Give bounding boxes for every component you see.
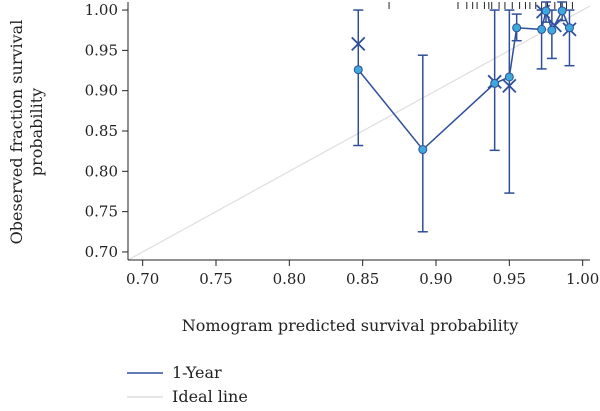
legend-label-1-year: 1-Year bbox=[172, 363, 222, 382]
data-point-6 bbox=[541, 6, 551, 16]
series-layer bbox=[351, 1, 577, 233]
x-tick-label-1: 0.75 bbox=[199, 270, 232, 288]
y-axis-title-line-2: probability bbox=[27, 88, 46, 176]
corrected-marker-stroke-b-0 bbox=[351, 36, 366, 52]
data-point-5 bbox=[537, 24, 547, 34]
corrected-marker-0 bbox=[351, 36, 366, 52]
data-point-4 bbox=[512, 23, 522, 33]
x-tick-label-0: 0.70 bbox=[126, 270, 159, 288]
x-tick-label-4: 0.90 bbox=[419, 270, 452, 288]
y-axis-title: Obeserved fraction survival probability bbox=[7, 20, 46, 245]
x-tick-label-2: 0.80 bbox=[273, 270, 306, 288]
corrected-marker-1 bbox=[502, 78, 517, 93]
corrected-marker-stroke-b-1 bbox=[502, 78, 517, 93]
y-tick-label-5: 0.95 bbox=[85, 41, 118, 59]
y-axis-title-line-1: Obeserved fraction survival bbox=[7, 20, 26, 245]
series-line-1-year bbox=[357, 7, 571, 151]
y-tick-label-6: 1.00 bbox=[85, 1, 118, 19]
data-point-7 bbox=[547, 25, 557, 35]
y-tick-label-2: 0.80 bbox=[85, 162, 118, 180]
y-tick-label-4: 0.90 bbox=[85, 82, 118, 100]
x-tick-label-3: 0.85 bbox=[346, 270, 379, 288]
x-axis-title: Nomogram predicted survival probability bbox=[182, 316, 519, 335]
y-tick-label-3: 0.85 bbox=[85, 122, 118, 140]
x-ticks: 0.70 0.75 0.80 0.85 0.90 0.95 1.00 bbox=[126, 260, 599, 288]
legend-label-ideal-line: Ideal line bbox=[172, 387, 248, 406]
data-point-0 bbox=[353, 65, 363, 75]
data-point-9 bbox=[564, 23, 574, 33]
data-point-1 bbox=[418, 145, 428, 155]
y-ticks: 0.70 0.75 0.80 0.85 0.90 0.95 1.00 bbox=[85, 1, 128, 261]
y-tick-label-0: 0.70 bbox=[85, 243, 118, 261]
legend: 1-Year Ideal line bbox=[127, 363, 248, 406]
data-point-8 bbox=[557, 6, 567, 16]
x-tick-label-5: 0.95 bbox=[493, 270, 526, 288]
x-tick-label-6: 1.00 bbox=[566, 270, 599, 288]
data-point-2 bbox=[490, 78, 500, 88]
data-point-3 bbox=[504, 72, 514, 82]
y-tick-label-1: 0.75 bbox=[85, 203, 118, 221]
